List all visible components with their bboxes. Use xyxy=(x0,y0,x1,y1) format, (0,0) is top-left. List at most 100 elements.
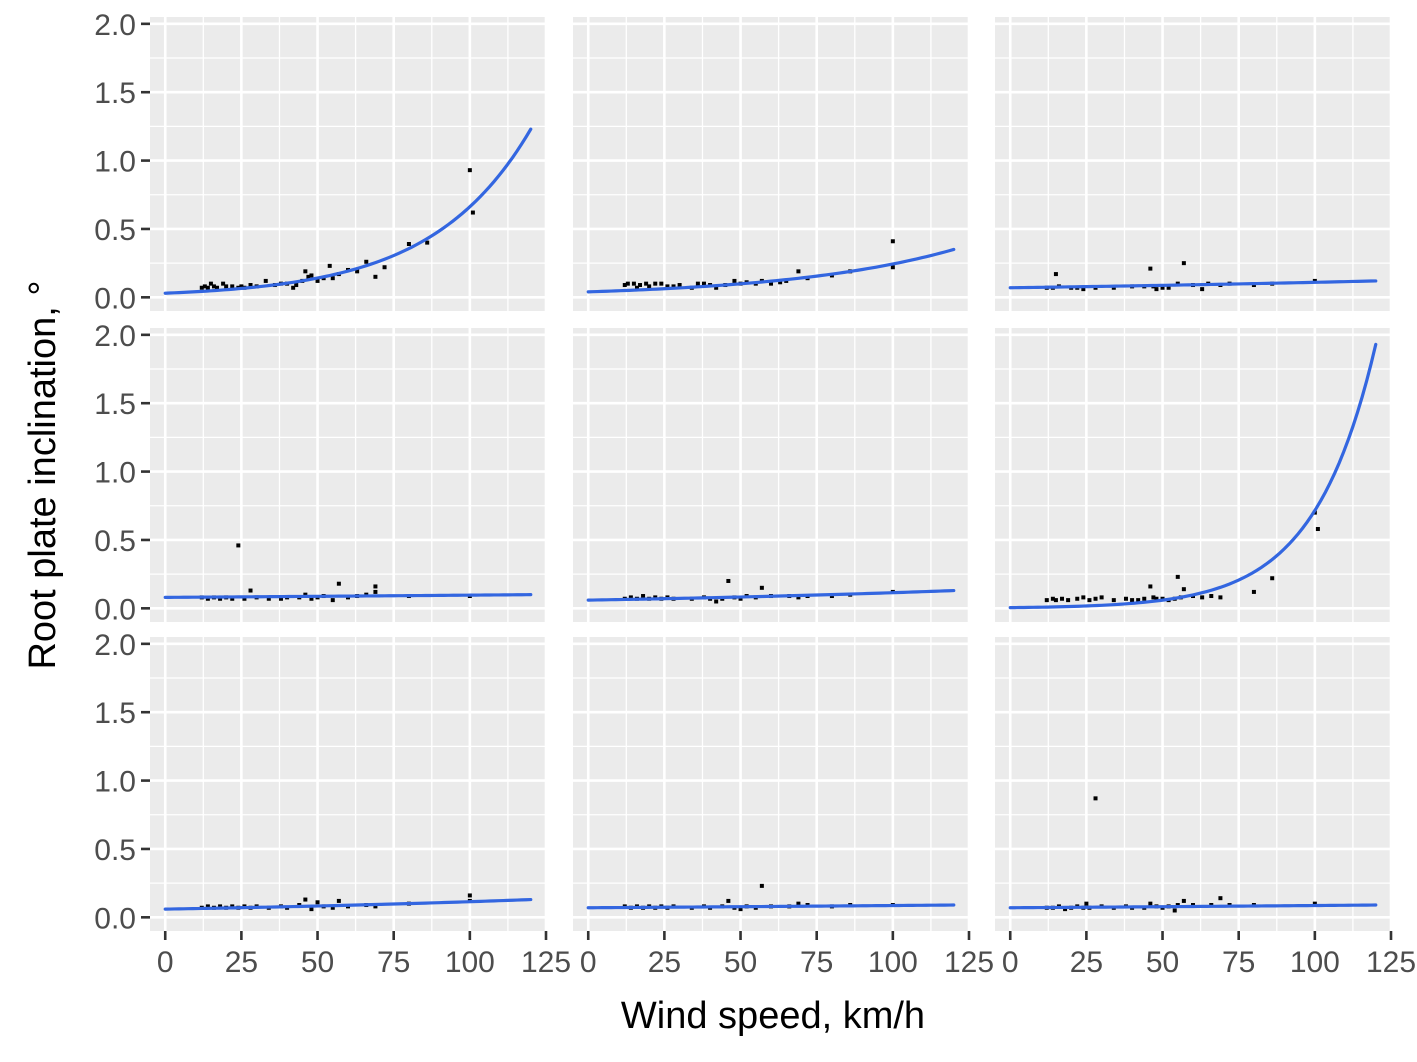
gridlines xyxy=(573,17,971,311)
data-point xyxy=(638,283,643,288)
data-point xyxy=(263,278,268,283)
data-point xyxy=(309,273,314,278)
x-axis-col-3: 0 25 50 75 100 125 xyxy=(1002,931,1416,979)
facet-panel-1 xyxy=(150,17,548,311)
data-point xyxy=(726,578,731,583)
data-point xyxy=(714,599,719,604)
x-tick-label: 25 xyxy=(1070,946,1103,979)
facet-panel-4 xyxy=(150,328,548,622)
facet-panel-6 xyxy=(995,328,1393,622)
x-tick-label: 0 xyxy=(580,946,597,979)
data-point xyxy=(230,596,235,601)
x-tick-label: 125 xyxy=(944,946,994,979)
facet-panel-3 xyxy=(995,17,1393,311)
data-point xyxy=(1050,596,1055,601)
x-tick-label: 25 xyxy=(225,946,258,979)
gridlines xyxy=(995,637,1393,931)
y-tick-label: 1.5 xyxy=(94,77,136,110)
data-point xyxy=(653,281,658,286)
data-point xyxy=(211,284,216,289)
data-point xyxy=(1142,596,1147,601)
data-point xyxy=(224,284,229,289)
data-point xyxy=(759,883,764,888)
panel-background xyxy=(995,637,1391,931)
x-tick-label: 125 xyxy=(521,946,571,979)
y-tick-label: 0.0 xyxy=(94,282,136,315)
panel-background xyxy=(150,637,546,931)
data-point xyxy=(1200,595,1205,600)
data-point xyxy=(634,285,639,290)
data-point xyxy=(714,285,719,290)
data-point xyxy=(1181,587,1186,592)
facet-panel-7 xyxy=(150,637,548,931)
data-point xyxy=(336,898,341,903)
y-axis-row-2: 0.0 0.5 1.0 1.5 2.0 xyxy=(94,320,150,626)
data-point xyxy=(1044,598,1049,603)
data-point xyxy=(1148,266,1153,271)
data-point xyxy=(266,596,271,601)
gridlines xyxy=(150,637,548,931)
fit-line xyxy=(1008,279,1378,290)
facet-panel-2 xyxy=(573,17,971,311)
panel-background xyxy=(150,17,546,311)
panel-background xyxy=(150,328,546,622)
x-tick-label: 100 xyxy=(445,946,495,979)
data-point xyxy=(1099,595,1104,600)
data-point xyxy=(230,284,235,289)
data-point xyxy=(1111,598,1116,603)
data-point xyxy=(1148,584,1153,589)
data-point xyxy=(199,285,204,290)
data-point xyxy=(425,240,430,245)
data-point xyxy=(205,596,210,601)
data-point xyxy=(382,265,387,270)
data-point xyxy=(1053,272,1058,277)
y-axis-row-1: 0.0 0.5 1.0 1.5 2.0 xyxy=(94,9,150,315)
data-point xyxy=(467,893,472,898)
panel-background xyxy=(995,17,1391,311)
data-point xyxy=(278,596,283,601)
data-point xyxy=(215,285,220,290)
data-point xyxy=(309,596,314,601)
fit-line xyxy=(1008,342,1378,610)
facet-panel-5 xyxy=(573,328,971,622)
panel-background xyxy=(995,328,1391,622)
data-point xyxy=(1154,596,1159,601)
data-point xyxy=(631,281,636,286)
y-tick-label: 1.5 xyxy=(94,697,136,730)
panel-background xyxy=(573,637,969,931)
data-point xyxy=(373,589,378,594)
data-point xyxy=(306,274,311,279)
x-tick-label: 25 xyxy=(648,946,681,979)
data-point xyxy=(1166,285,1171,290)
x-tick-label: 0 xyxy=(157,946,174,979)
data-point xyxy=(890,265,895,270)
fit-line xyxy=(1008,903,1378,910)
y-tick-label: 1.0 xyxy=(94,146,136,179)
data-point xyxy=(1218,595,1223,600)
y-axes-layer: 0.00.51.01.52.00.00.51.01.52.00.00.51.01… xyxy=(94,9,150,935)
data-point xyxy=(1175,574,1180,579)
data-point xyxy=(738,596,743,601)
data-point xyxy=(659,281,664,286)
y-tick-label: 1.0 xyxy=(94,766,136,799)
data-point xyxy=(796,595,801,600)
gridlines xyxy=(150,328,548,622)
data-point xyxy=(248,283,253,288)
data-point xyxy=(1066,598,1071,603)
data-point xyxy=(205,285,210,290)
data-point xyxy=(303,269,308,274)
fit-line xyxy=(163,593,533,599)
data-point xyxy=(1081,595,1086,600)
data-point xyxy=(769,281,773,286)
data-point xyxy=(759,585,764,590)
fit-line xyxy=(586,903,956,910)
y-tick-label: 1.0 xyxy=(94,457,136,490)
data-point xyxy=(671,284,676,289)
y-tick-label: 0.0 xyxy=(94,593,136,626)
facet-panel-9 xyxy=(995,637,1393,931)
data-point xyxy=(1148,901,1153,906)
data-point xyxy=(890,239,895,244)
data-point xyxy=(732,278,737,283)
x-axis-title: Wind speed, km/h xyxy=(621,995,925,1037)
